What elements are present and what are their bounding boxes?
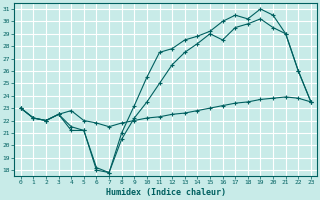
X-axis label: Humidex (Indice chaleur): Humidex (Indice chaleur) bbox=[106, 188, 226, 197]
